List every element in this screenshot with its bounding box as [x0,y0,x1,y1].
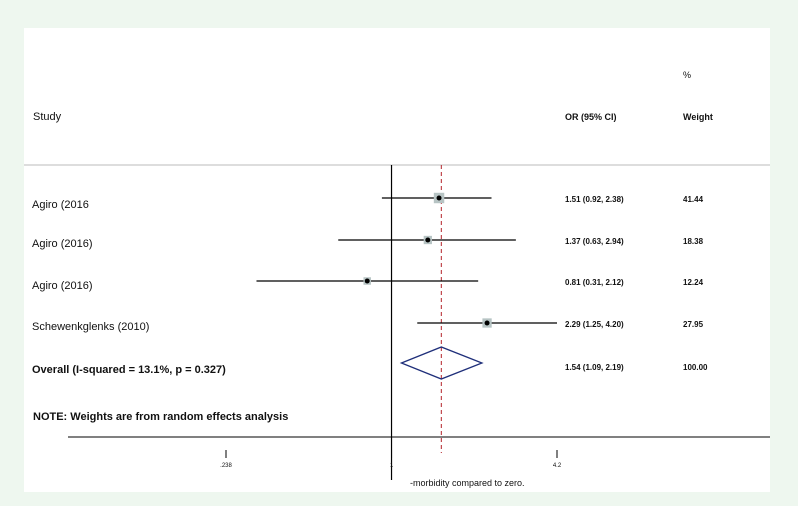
or-ci-value: 1.51 (0.92, 2.38) [565,195,624,204]
study-name: Agiro (2016) [32,238,93,250]
weight-column-header: Weight [683,112,713,122]
x-axis-ticks: .238 1 4.2 [220,450,562,469]
point-estimate [364,278,370,284]
overall-row: Overall (I-squared = 13.1%, p = 0.327) 1… [32,346,708,380]
weight-value: 18.38 [683,237,704,246]
x-tick-label: 4.2 [553,463,562,469]
forest-plot: % Study OR (95% CI) Weight Agiro (2016 1… [24,70,770,488]
or-ci-column-header: OR (95% CI) [565,112,617,122]
weight-value: 27.95 [683,320,704,329]
plot-area: % Study OR (95% CI) Weight Agiro (2016 1… [24,28,770,492]
x-tick-label: 1 [390,463,394,469]
random-effects-note: NOTE: Weights are from random effects an… [33,411,288,423]
study-row: Agiro (2016) 0.81 (0.31, 2.12) 12.24 [32,277,704,292]
study-row: Agiro (2016) 1.37 (0.63, 2.94) 18.38 [32,235,704,250]
point-estimate [436,195,442,201]
overall-weight-value: 100.00 [683,363,708,372]
overall-diamond [399,346,484,380]
or-ci-value: 0.81 (0.31, 2.12) [565,278,624,287]
weight-percent-label: % [683,70,691,80]
overall-or-ci-value: 1.54 (1.09, 2.19) [565,363,624,372]
study-row: Agiro (2016 1.51 (0.92, 2.38) 41.44 [32,192,704,211]
study-name: Agiro (2016 [32,199,89,211]
overall-label: Overall (I-squared = 13.1%, p = 0.327) [32,364,226,376]
study-name: Schewenkglenks (2010) [32,321,149,333]
point-estimate [484,320,490,326]
point-estimate [425,237,431,243]
x-tick-label: .238 [220,463,232,469]
x-axis-label: -morbidity compared to zero. [410,478,525,488]
weight-value: 12.24 [683,278,704,287]
study-column-header: Study [33,111,62,123]
or-ci-value: 2.29 (1.25, 4.20) [565,320,624,329]
weight-value: 41.44 [683,195,704,204]
study-name: Agiro (2016) [32,280,93,292]
study-row: Schewenkglenks (2010) 2.29 (1.25, 4.20) … [32,318,704,333]
or-ci-value: 1.37 (0.63, 2.94) [565,237,624,246]
